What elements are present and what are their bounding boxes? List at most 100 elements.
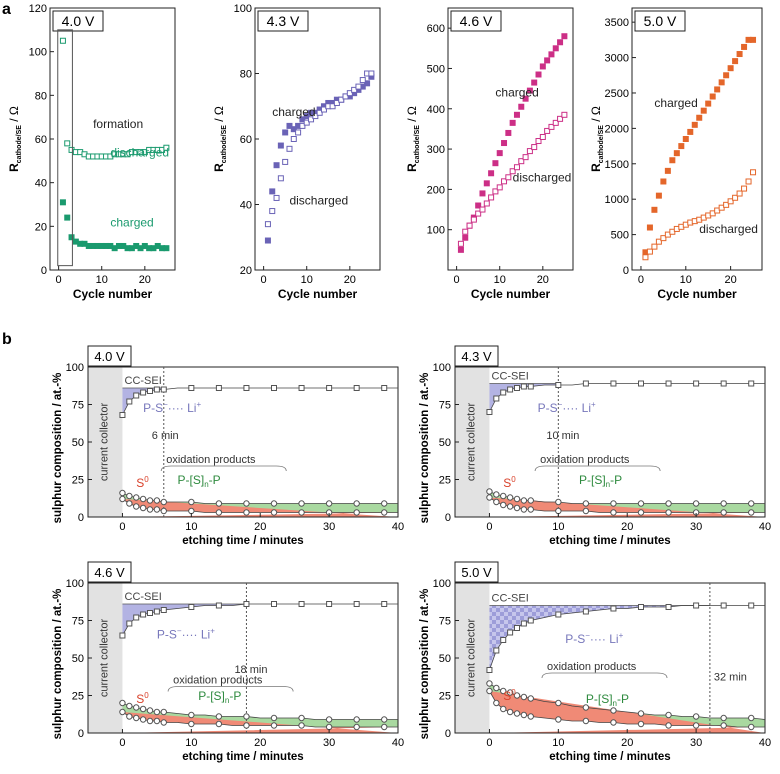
data-point-discharged <box>509 168 516 175</box>
ps-li-label: P-S−···· Li+ <box>157 627 215 642</box>
data-point-oxidation products <box>506 689 514 696</box>
data-point-total <box>215 602 222 609</box>
y-tick-label: 80 <box>240 69 252 81</box>
data-point-discharged <box>723 201 730 208</box>
chart-title: 4.3 V <box>461 349 492 364</box>
data-point-charged <box>682 136 689 142</box>
data-point-S0 <box>500 705 507 713</box>
data-point-oxidation products <box>153 708 161 716</box>
y-axis-label: Rcathode/SE / Ω <box>7 106 23 172</box>
data-point-discharged <box>295 129 302 136</box>
data-point-oxidation products <box>493 491 500 498</box>
annotation: discharged <box>699 222 758 236</box>
x-axis-label: Cycle number <box>657 287 737 301</box>
data-point-total <box>353 385 360 391</box>
data-point-discharged <box>736 190 743 197</box>
data-point-S0 <box>748 509 755 516</box>
data-point-discharged <box>355 83 362 90</box>
x-axis-label: etching time / minutes <box>549 535 670 547</box>
y-tick-label: 75 <box>439 616 451 628</box>
data-point-oxidation products <box>126 492 133 500</box>
y-tick-label: 1500 <box>605 159 629 171</box>
data-point-charged <box>290 126 297 133</box>
chart-b2: 10 min 0 10 20 30 40 0 25 50 75 100 etching time / … <box>419 345 771 547</box>
chart-a3: 0 10 20 100 200 300 400 500 600 Cycle number Rcath… <box>405 7 574 301</box>
data-point-oxidation products <box>270 714 278 722</box>
data-point-total <box>555 611 562 618</box>
data-point-discharged <box>531 144 538 151</box>
y-tick-label: 100 <box>66 362 84 374</box>
data-point-oxidation products <box>748 714 755 722</box>
title-box <box>257 10 309 32</box>
data-point-oxidation products <box>215 500 223 507</box>
title-box <box>87 345 132 367</box>
data-point-oxidation products <box>486 488 493 495</box>
data-point-oxidation products <box>500 687 507 695</box>
data-point-S0 <box>188 720 195 728</box>
y-axis-label: Rcathode/SE / Ω <box>405 106 421 172</box>
data-point-discharged <box>163 144 170 151</box>
pssp-label: P-[S]n-P <box>586 692 629 708</box>
data-point-discharged <box>539 133 546 140</box>
x-tick-label: 10 <box>680 274 692 286</box>
x-tick-label: 30 <box>690 737 702 749</box>
data-point-total <box>126 398 133 405</box>
data-point-discharged <box>522 154 529 161</box>
y-tick-label: 100 <box>433 362 451 374</box>
data-point-S0 <box>353 723 360 731</box>
x-tick-label: 20 <box>537 274 549 286</box>
data-point-S0 <box>493 699 500 707</box>
data-point-total <box>326 385 333 391</box>
x-tick-label: 20 <box>344 274 356 286</box>
data-point-discharged <box>732 194 739 201</box>
data-point-total <box>133 614 140 621</box>
data-point-total <box>147 610 153 616</box>
y-tick-label: 120 <box>29 3 47 15</box>
data-point-charged <box>552 45 559 52</box>
y-tick-label: 25 <box>72 475 84 487</box>
data-point-oxidation products <box>493 684 500 692</box>
y-tick-label: 0 <box>78 512 84 524</box>
data-point-charged <box>531 79 538 86</box>
data-point-discharged <box>277 175 284 182</box>
data-point-S0 <box>513 710 521 717</box>
y-tick-label: 20 <box>240 265 252 277</box>
title-box <box>52 10 104 32</box>
data-point-S0 <box>146 717 154 725</box>
data-point-discharged <box>316 109 323 116</box>
x-tick-label: 30 <box>323 521 335 533</box>
data-point-oxidation products <box>139 705 147 713</box>
x-tick-label: 30 <box>323 737 335 749</box>
data-point-discharged <box>513 164 520 171</box>
data-point-total <box>500 637 507 643</box>
data-point-total <box>638 380 644 387</box>
data-point-S0 <box>637 509 645 516</box>
ps-li-label: P-S−···· Li+ <box>538 400 596 415</box>
data-point-oxidation products <box>486 680 493 687</box>
data-point-oxidation products <box>325 500 333 507</box>
s0-label: S0 <box>503 475 516 490</box>
data-point-oxidation products <box>381 500 388 507</box>
data-point-charged <box>488 170 495 177</box>
data-point-S0 <box>520 506 528 513</box>
data-point-S0 <box>610 719 617 726</box>
data-point-charged <box>646 224 653 231</box>
s0-label: S0 <box>503 688 516 703</box>
data-point-oxidation products <box>610 500 617 507</box>
data-point-charged <box>479 190 486 197</box>
data-point-total <box>140 611 147 618</box>
data-point-total <box>527 617 534 624</box>
data-point-discharged <box>368 70 375 77</box>
y-tick-label: 100 <box>427 225 445 237</box>
data-point-total <box>665 380 672 387</box>
data-point-discharged <box>745 178 752 185</box>
annotation: formation <box>93 117 143 131</box>
data-point-charged <box>303 113 310 120</box>
chart-title: 5.0 V <box>644 13 677 29</box>
data-point-discharged <box>544 127 551 134</box>
data-point-oxidation products <box>520 693 528 701</box>
x-tick-label: 40 <box>392 521 404 533</box>
data-point-total <box>188 385 195 391</box>
y-tick-label: 500 <box>611 230 629 242</box>
data-point-charged <box>664 167 671 174</box>
